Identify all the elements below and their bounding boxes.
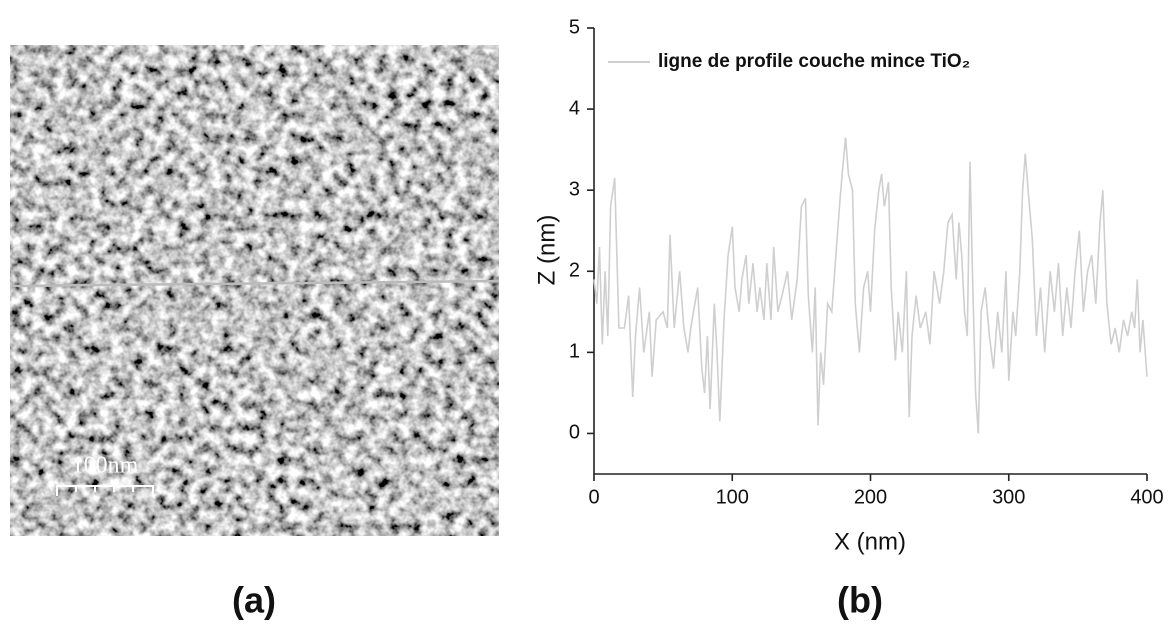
y-tick-label: 0 [569,422,580,444]
y-tick-label: 3 [569,178,580,200]
legend-label: ligne de profile couche mince TiO₂ [658,51,970,72]
x-tick-label: 0 [588,486,599,508]
x-tick-label: 200 [854,486,887,508]
profile-line [593,137,1148,434]
y-tick-label: 4 [569,97,580,119]
panel-caption: (a) [232,580,276,621]
y-tick-label: 1 [569,341,580,363]
y-tick-label: 5 [569,16,580,38]
x-axis-label: X (nm) [834,528,906,555]
scale-bar-label: 100nm [72,453,139,479]
panel-caption: (b) [837,580,883,621]
y-tick-label: 2 [569,260,580,282]
x-tick-label: 300 [992,486,1025,508]
y-axis-label: Z (nm) [533,215,560,286]
x-tick-label: 100 [716,486,749,508]
afm-image: 100nm [9,45,500,536]
x-tick-label: 400 [1130,486,1163,508]
